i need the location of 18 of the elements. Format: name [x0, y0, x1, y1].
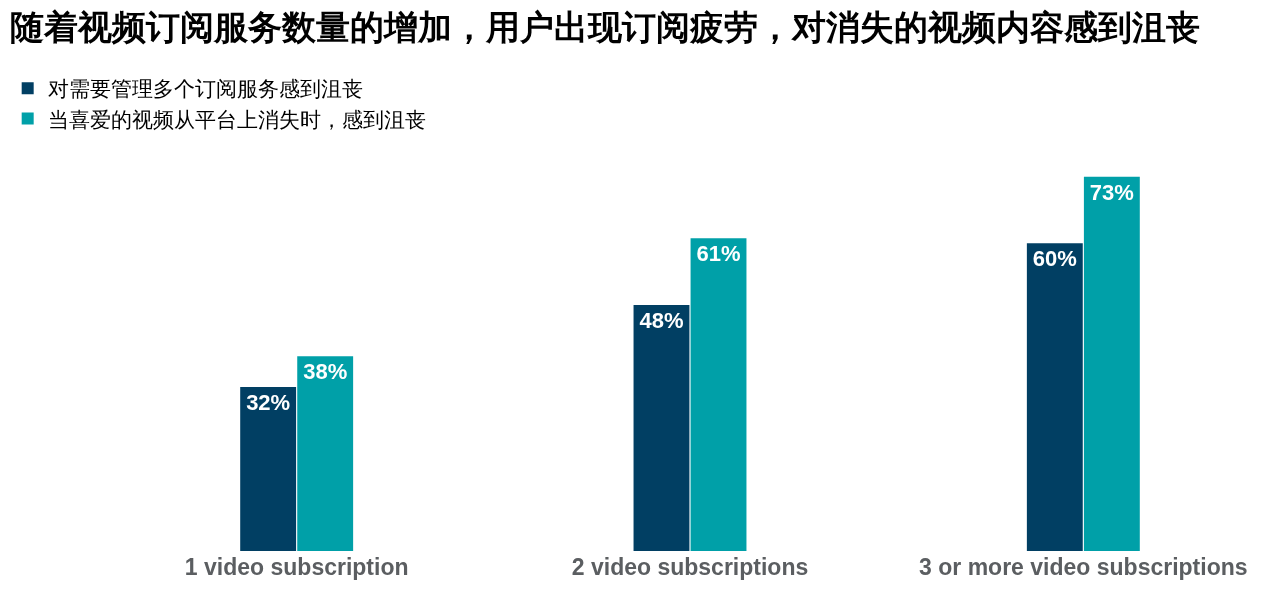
data-label: 73%: [1089, 179, 1134, 205]
bar: [1083, 176, 1140, 551]
data-label: 38%: [303, 359, 348, 385]
x-tick-label: 3 or more video subscriptions: [919, 554, 1248, 580]
data-label: 61%: [696, 241, 741, 267]
data-label: 48%: [639, 307, 684, 333]
bar: [633, 304, 690, 551]
x-tick-label: 2 video subscriptions: [571, 554, 809, 580]
legend-label: 当喜爱的视频从平台上消失时，感到沮丧: [47, 107, 426, 131]
x-tick-label: 1 video subscription: [184, 554, 409, 580]
bar: [1026, 243, 1083, 551]
bar: [690, 238, 747, 551]
bar: [240, 386, 297, 551]
data-label: 32%: [246, 389, 291, 415]
legend-label: 对需要管理多个订阅服务感到沮丧: [47, 77, 363, 101]
bar: [297, 356, 354, 551]
chart-title: 随着视频订阅服务数量的增加，用户出现订阅疲劳，对消失的视频内容感到沮丧: [10, 7, 1201, 46]
data-label: 60%: [1032, 246, 1077, 272]
